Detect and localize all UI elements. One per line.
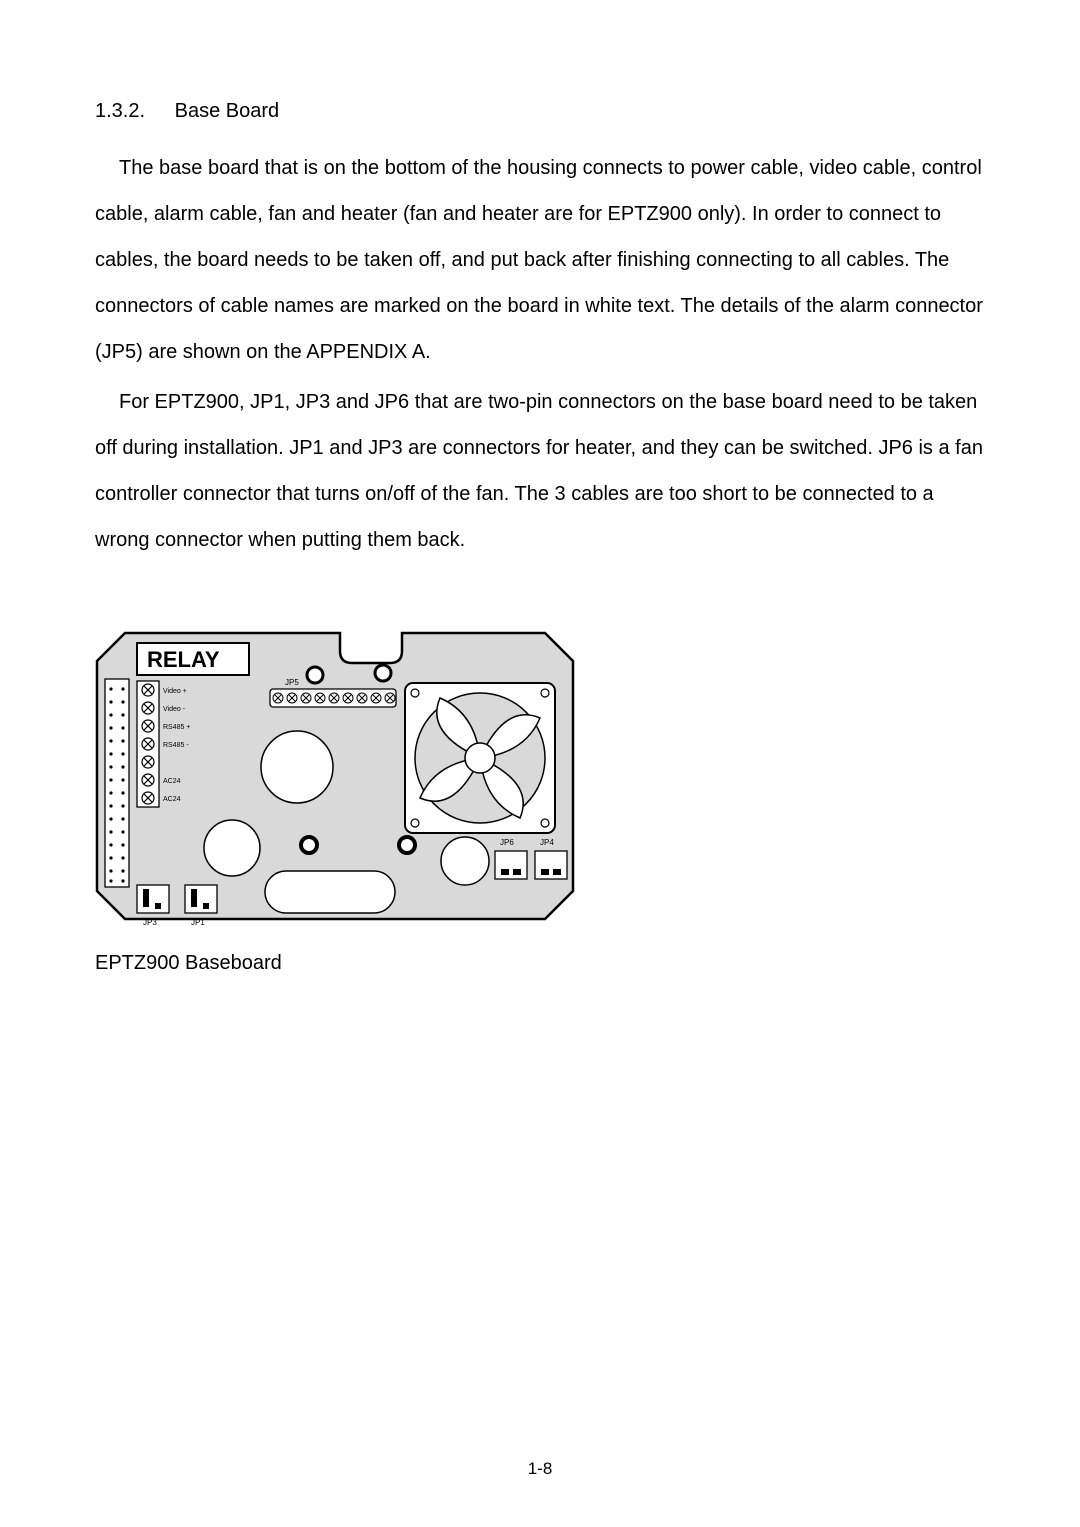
jp5-strip <box>270 689 396 707</box>
jp3-label: JP3 <box>143 918 157 927</box>
hole-top-right <box>375 665 391 681</box>
jp5-label: JP5 <box>285 678 299 687</box>
section-heading: 1.3.2. Base Board <box>95 100 985 123</box>
jp4-label: JP4 <box>540 838 554 847</box>
jp1-label: JP1 <box>191 918 205 927</box>
baseboard-svg: RELAY <box>95 623 575 933</box>
fan-hub <box>465 743 495 773</box>
svg-text:Video -: Video - <box>163 706 186 713</box>
svg-text:AC24: AC24 <box>163 778 181 785</box>
hole-top-left <box>307 667 323 683</box>
cap-upper <box>261 731 333 803</box>
page: 1.3.2. Base Board The base board that is… <box>0 0 1080 1527</box>
hole-mid-right <box>399 837 415 853</box>
svg-text:AC24: AC24 <box>163 796 181 803</box>
svg-text:Video +: Video + <box>163 688 187 695</box>
page-number: 1-8 <box>0 1459 1080 1479</box>
section-number: 1.3.2. <box>95 100 145 122</box>
section-title: Base Board <box>175 100 280 122</box>
jp6-connector <box>495 851 527 879</box>
body-text: The base board that is on the bottom of … <box>95 145 985 563</box>
stadium-component <box>265 871 395 913</box>
jp1-connector <box>185 885 217 913</box>
svg-text:RS485 +: RS485 + <box>163 724 190 731</box>
jp4-connector <box>535 851 567 879</box>
jp3-connector <box>137 885 169 913</box>
diagram-caption: EPTZ900 Baseboard <box>95 952 985 975</box>
cap-right <box>441 837 489 885</box>
svg-text:RS485 -: RS485 - <box>163 742 189 749</box>
paragraph-2: For EPTZ900, JP1, JP3 and JP6 that are t… <box>95 379 985 563</box>
paragraph-1: The base board that is on the bottom of … <box>95 145 985 375</box>
relay-label: RELAY <box>147 647 220 672</box>
jp6-label: JP6 <box>500 838 514 847</box>
cap-lower <box>204 820 260 876</box>
hole-mid-left <box>301 837 317 853</box>
baseboard-diagram: RELAY <box>95 623 985 938</box>
left-connector-outline <box>105 679 129 887</box>
